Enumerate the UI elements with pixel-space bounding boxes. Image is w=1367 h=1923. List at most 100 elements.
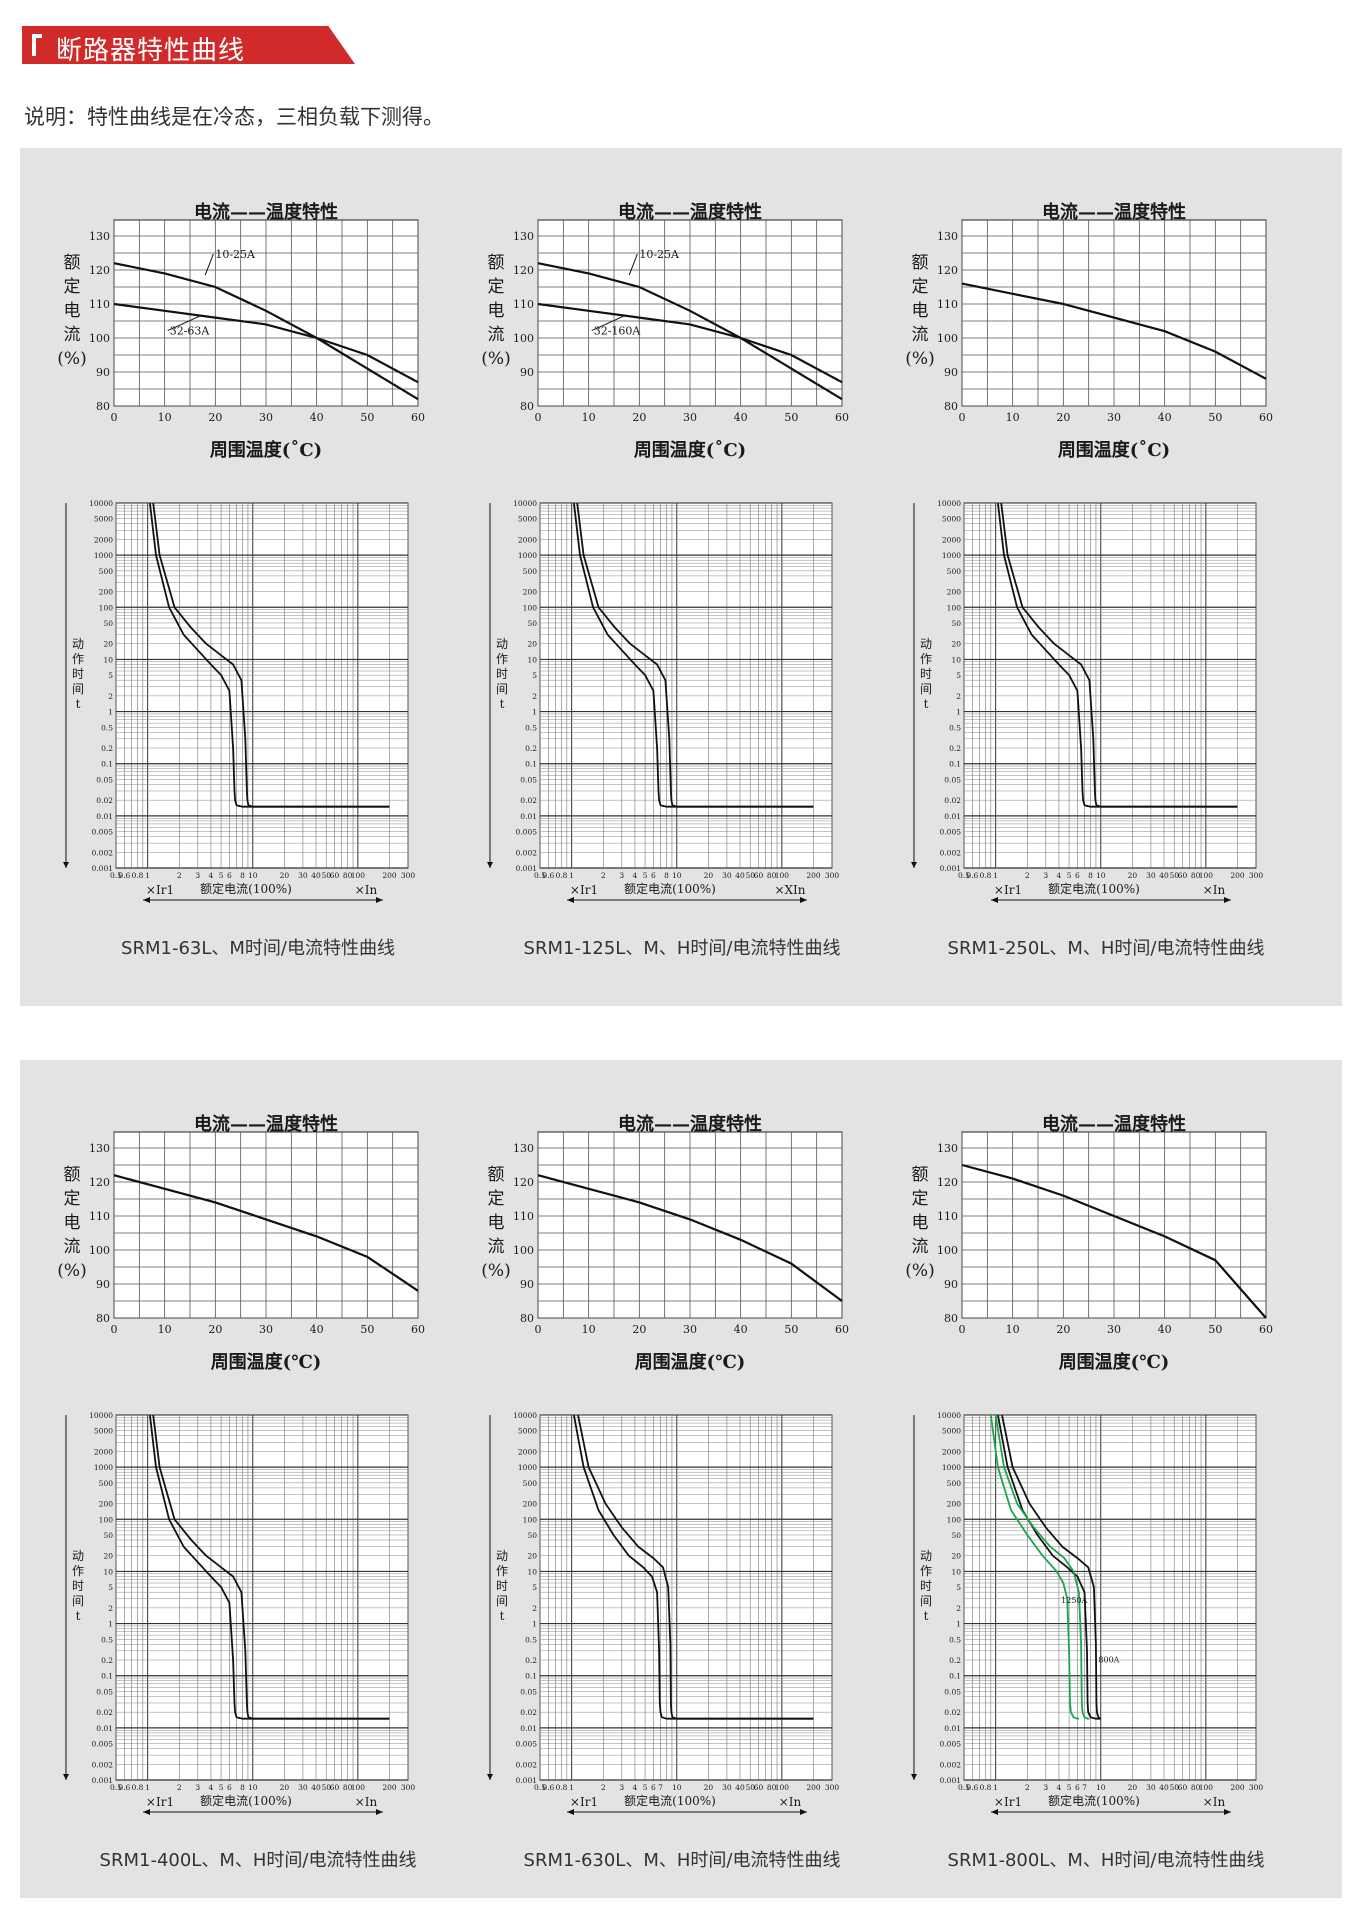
trip-y-tick: 5000 <box>94 1427 113 1436</box>
trip-x-tick: 2 <box>177 871 182 880</box>
trip-x-tick: 8 <box>1088 871 1093 880</box>
trip-x-tick: 60 <box>330 1783 340 1792</box>
temp-y-tick: 90 <box>520 366 534 379</box>
trip-y-label: 间 <box>72 682 84 696</box>
temp-x-tick: 0 <box>535 1323 542 1336</box>
temp-y-label: 额 <box>912 253 929 273</box>
temp-y-tick: 90 <box>96 366 110 379</box>
trip-y-label: 间 <box>920 1594 932 1608</box>
trip-x-tick: 3 <box>1043 871 1048 880</box>
temp-y-label: 定 <box>64 1189 81 1209</box>
trip-y-tick: 50 <box>103 619 113 628</box>
trip-y-tick: 0.002 <box>940 848 962 857</box>
temp-y-tick: 80 <box>96 400 110 413</box>
temp-x-tick: 60 <box>1259 411 1273 424</box>
trip-x-tick: 0.8 <box>979 1783 991 1792</box>
temp-chart-title: 电流——温度特性 <box>1042 1113 1186 1135</box>
trip-x-label-mid: 额定电流(100%) <box>1048 1793 1140 1808</box>
temp-chart-title: 电流——温度特性 <box>1042 201 1186 223</box>
temp-y-label: (%) <box>57 1261 86 1281</box>
arrowhead-icon <box>143 1809 150 1815</box>
trip-y-tick: 0.05 <box>96 1687 113 1696</box>
trip-y-tick: 20 <box>951 1552 961 1561</box>
trip-y-tick: 0.5 <box>101 723 113 732</box>
trip-x-tick: 4 <box>209 1783 214 1792</box>
trip-x-tick: 40 <box>1159 1783 1169 1792</box>
trip-x-tick: 10 <box>248 1783 258 1792</box>
trip-y-tick: 2000 <box>94 535 113 544</box>
temp-x-tick: 50 <box>360 411 374 424</box>
temp-chart-title: 电流——温度特性 <box>194 1113 338 1135</box>
trip-x-tick: 60 <box>330 871 340 880</box>
trip-x-tick: 4 <box>633 1783 638 1792</box>
trip-x-tick: 2 <box>1025 1783 1030 1792</box>
temp-y-label: 流 <box>488 325 505 345</box>
temp-y-tick: 80 <box>96 1312 110 1325</box>
trip-x-tick: 200 <box>806 871 821 880</box>
trip-series-line <box>152 502 390 808</box>
trip-x-tick: 4 <box>209 871 214 880</box>
temp-y-tick: 130 <box>89 230 110 243</box>
trip-y-label: 动 <box>72 637 84 651</box>
temp-y-label: (%) <box>481 349 510 369</box>
temp-x-tick: 10 <box>1006 411 1020 424</box>
trip-x-tick: 0.6 <box>118 871 130 880</box>
trip-y-tick: 5000 <box>942 1427 961 1436</box>
temp-x-label: 周围温度(℃) <box>1059 1351 1170 1373</box>
temp-y-tick: 130 <box>513 230 534 243</box>
trip-y-tick: 5 <box>108 1583 113 1592</box>
temp-y-label: 定 <box>488 1189 505 1209</box>
trip-x-tick: 4 <box>1057 1783 1062 1792</box>
temp-y-tick: 110 <box>513 298 534 311</box>
trip-y-tick: 0.2 <box>101 1656 113 1665</box>
trip-y-tick: 5 <box>956 1583 961 1592</box>
trip-x-tick: 200 <box>1230 871 1245 880</box>
temp-y-tick: 90 <box>520 1278 534 1291</box>
arrowhead-icon <box>1224 897 1231 903</box>
temp-y-tick: 110 <box>937 1210 958 1223</box>
trip-y-tick: 1000 <box>94 1463 113 1472</box>
trip-x-tick: 5 <box>1067 871 1072 880</box>
trip-y-tick: 2000 <box>94 1447 113 1456</box>
temp-x-tick: 50 <box>1208 1323 1222 1336</box>
trip-y-tick: 0.001 <box>516 864 537 873</box>
trip-x-tick: 80 <box>1191 1783 1201 1792</box>
temp-y-tick: 80 <box>944 1312 958 1325</box>
trip-x-label-mid: 额定电流(100%) <box>200 881 292 896</box>
temp-label-leader <box>204 253 214 276</box>
temp-y-label: (%) <box>905 349 934 369</box>
trip-x-label-right: ×XIn <box>774 883 805 897</box>
trip-y-tick: 10000 <box>937 499 961 508</box>
trip-x-label-right: ×In <box>1203 1795 1226 1809</box>
trip-y-tick: 0.05 <box>520 775 537 784</box>
page-title: 断路器特性曲线 <box>56 36 246 66</box>
temp-x-label: 周围温度(℃) <box>635 1351 746 1373</box>
corner-mark-icon <box>32 34 42 56</box>
temp-chart: 电流——温度特性 0 10 20 30 40 50 60 80 90 100 110 120 130 额定电… <box>905 1113 1273 1373</box>
trip-y-label: 时 <box>72 1579 84 1593</box>
trip-x-tick: 2 <box>1025 871 1030 880</box>
trip-x-tick: 30 <box>722 871 732 880</box>
trip-y-tick: 10000 <box>513 499 537 508</box>
trip-y-tick: 100 <box>99 603 114 612</box>
trip-series-line <box>573 502 814 808</box>
trip-x-tick: 8 <box>664 871 669 880</box>
temp-y-tick: 110 <box>89 1210 110 1223</box>
trip-y-tick: 5 <box>532 1583 537 1592</box>
trip-x-tick: 300 <box>1249 871 1264 880</box>
temp-y-tick: 100 <box>89 332 110 345</box>
temp-y-tick: 100 <box>513 1244 534 1257</box>
chart-cell-srm1-630: 电流——温度特性 0 10 20 30 40 50 60 80 90 100 110 120 130 额定电… <box>472 1060 892 1871</box>
trip-x-label-left: ×Ir1 <box>146 1795 174 1809</box>
trip-x-tick: 100 <box>351 871 366 880</box>
trip-y-tick: 0.02 <box>96 796 113 805</box>
temp-x-tick: 20 <box>208 411 222 424</box>
temp-x-tick: 30 <box>259 1323 273 1336</box>
temp-series-label: 10-25A <box>639 248 680 261</box>
temp-x-tick: 40 <box>310 1323 324 1336</box>
temp-grid <box>113 1132 419 1319</box>
chart-caption: SRM1-250L、M、H时间/电流特性曲线 <box>947 938 1265 959</box>
trip-y-tick: 50 <box>951 619 961 628</box>
